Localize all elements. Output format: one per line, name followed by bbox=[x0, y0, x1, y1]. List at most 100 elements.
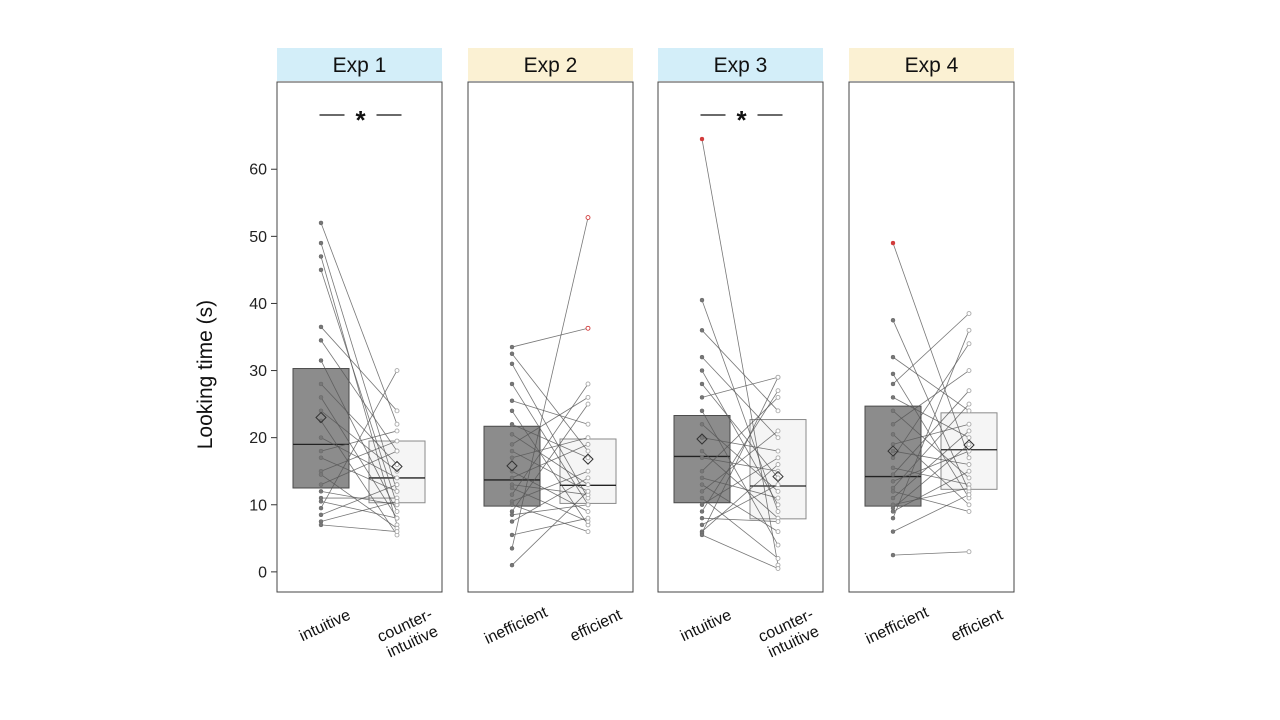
data-point bbox=[966, 475, 972, 481]
data-point bbox=[585, 509, 591, 514]
data-point bbox=[966, 502, 972, 508]
category-label: intuitive bbox=[297, 607, 353, 645]
data-point bbox=[509, 361, 515, 367]
data-point bbox=[394, 488, 400, 494]
data-point bbox=[966, 388, 972, 394]
data-point bbox=[775, 428, 781, 434]
panel-strip bbox=[468, 48, 633, 81]
data-point bbox=[394, 448, 400, 454]
pair-line bbox=[320, 340, 398, 452]
pair-line bbox=[701, 299, 779, 512]
data-point bbox=[318, 455, 324, 461]
pair-line bbox=[320, 360, 398, 512]
data-point bbox=[775, 519, 781, 524]
data-point bbox=[699, 515, 705, 521]
data-point bbox=[890, 432, 896, 437]
data-point bbox=[775, 509, 781, 514]
pair-line bbox=[892, 320, 970, 492]
data-point bbox=[699, 495, 705, 501]
data-point bbox=[509, 421, 515, 427]
pair-line bbox=[511, 437, 589, 459]
data-point bbox=[699, 468, 705, 474]
data-point bbox=[318, 472, 324, 477]
data-point bbox=[775, 448, 781, 454]
data-point bbox=[318, 338, 324, 343]
data-point bbox=[966, 448, 972, 454]
pair-line bbox=[320, 370, 398, 509]
data-point bbox=[318, 448, 324, 454]
data-point bbox=[585, 394, 591, 400]
data-point bbox=[775, 394, 781, 400]
pair-line bbox=[892, 434, 970, 506]
pair-line bbox=[320, 474, 398, 529]
pair-line bbox=[320, 326, 398, 412]
y-axis-label: Looking time (s) bbox=[194, 300, 217, 449]
data-point bbox=[585, 421, 591, 427]
pair-line bbox=[320, 501, 398, 519]
mean-marker bbox=[315, 411, 327, 424]
data-point bbox=[966, 401, 972, 407]
data-point bbox=[585, 488, 591, 494]
pair-line bbox=[701, 457, 779, 472]
category-label-line: intuitive bbox=[678, 607, 734, 645]
data-point bbox=[966, 441, 972, 447]
mean-marker bbox=[506, 460, 518, 472]
data-point bbox=[890, 509, 896, 514]
data-point bbox=[509, 532, 515, 538]
data-point bbox=[775, 455, 781, 461]
data-point bbox=[966, 435, 972, 441]
pair-line bbox=[892, 551, 970, 556]
pair-line bbox=[892, 242, 970, 458]
panel-1: Exp 1 * intuitive counter-intuitive bbox=[276, 48, 443, 661]
pair-line bbox=[511, 504, 589, 516]
data-point bbox=[318, 358, 324, 363]
data-point bbox=[509, 408, 515, 414]
mean-marker bbox=[963, 439, 975, 451]
data-point bbox=[775, 475, 781, 481]
pair-line bbox=[511, 327, 589, 348]
data-point bbox=[890, 381, 896, 387]
pair-line bbox=[701, 484, 779, 526]
data-point bbox=[775, 435, 781, 441]
data-point bbox=[318, 505, 324, 511]
pair-line bbox=[892, 470, 970, 512]
data-point bbox=[775, 529, 781, 535]
data-point bbox=[585, 482, 591, 488]
data-point bbox=[890, 515, 896, 521]
pair-line bbox=[892, 403, 970, 489]
pair-line bbox=[892, 343, 970, 459]
pair-line bbox=[892, 494, 970, 532]
significance-star: * bbox=[736, 105, 747, 135]
pair-line bbox=[701, 484, 779, 532]
data-point bbox=[509, 485, 515, 491]
pair-line bbox=[892, 410, 970, 479]
pair-line bbox=[701, 423, 779, 492]
panel-frame bbox=[467, 81, 634, 593]
pair-line bbox=[320, 501, 398, 522]
data-point bbox=[509, 344, 515, 350]
data-point bbox=[699, 395, 705, 400]
data-point bbox=[890, 395, 896, 400]
pair-line bbox=[320, 484, 398, 516]
panel-frame bbox=[276, 81, 443, 593]
data-point bbox=[699, 522, 705, 528]
data-point bbox=[966, 327, 972, 333]
data-point bbox=[318, 489, 324, 494]
data-point bbox=[699, 328, 705, 333]
pair-line bbox=[701, 376, 779, 398]
pair-line bbox=[701, 370, 779, 505]
data-point bbox=[318, 499, 324, 504]
data-point bbox=[966, 549, 972, 555]
significance-star: * bbox=[355, 105, 366, 135]
pair-line bbox=[320, 524, 398, 533]
data-point bbox=[509, 381, 515, 387]
data-point bbox=[318, 254, 324, 259]
pair-line bbox=[701, 430, 779, 492]
box bbox=[292, 368, 350, 489]
data-point bbox=[318, 240, 324, 246]
data-point bbox=[394, 509, 400, 514]
data-point bbox=[585, 435, 591, 441]
data-point bbox=[585, 502, 591, 508]
pair-line bbox=[511, 400, 589, 425]
